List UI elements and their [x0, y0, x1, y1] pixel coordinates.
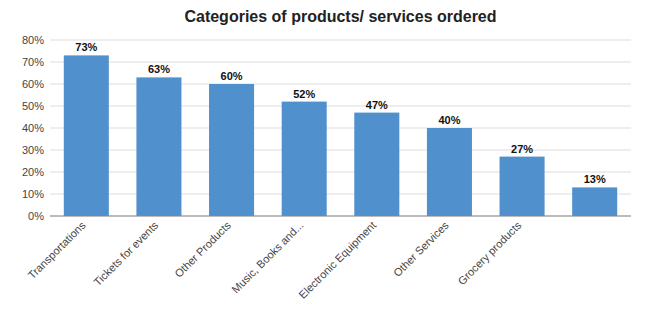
y-tick-label: 60%	[22, 78, 44, 90]
chart: Categories of products/ services ordered…	[0, 0, 645, 312]
x-axis-line	[50, 216, 631, 217]
data-label: 27%	[511, 143, 533, 155]
bar	[209, 84, 254, 216]
bar	[572, 187, 617, 216]
data-label: 13%	[584, 173, 606, 185]
x-tick-label: Tickets for events	[91, 219, 160, 288]
x-tick-label: Music, Books and...	[229, 219, 305, 295]
title: Categories of products/ services ordered	[184, 8, 496, 25]
x-tick-label: Other Services	[391, 219, 451, 279]
x-tick-label: Grocery products	[455, 219, 523, 287]
bar	[136, 77, 181, 216]
data-labels: 73% 63% 60% 52% 47% 40% 27% 13%	[75, 41, 606, 185]
y-tick-label: 50%	[22, 100, 44, 112]
data-label: 40%	[438, 114, 460, 126]
y-tick-label: 20%	[22, 166, 44, 178]
grid-line	[50, 62, 631, 63]
bars	[64, 55, 617, 216]
data-label: 47%	[366, 99, 388, 111]
data-label: 52%	[293, 88, 315, 100]
y-tick-label: 40%	[22, 122, 44, 134]
x-tick-label: Other Products	[172, 219, 233, 280]
y-tick-label: 80%	[22, 34, 44, 46]
bar	[282, 102, 327, 216]
y-axis: 0% 10% 20% 30% 40% 50% 60% 70% 80%	[22, 34, 631, 222]
x-tick-label: Electronic Equipment	[296, 219, 378, 301]
y-tick-label: 70%	[22, 56, 44, 68]
data-label: 63%	[148, 63, 170, 75]
y-tick-label: 10%	[22, 188, 44, 200]
bar	[500, 157, 545, 216]
grid-line	[50, 40, 631, 41]
data-label: 73%	[75, 41, 97, 53]
bar	[354, 113, 399, 216]
x-tick-label: Transportations	[25, 219, 88, 282]
bar	[64, 55, 109, 216]
data-label: 60%	[221, 70, 243, 82]
grid-line	[50, 216, 631, 217]
chart-container: Categories of products/ services ordered…	[0, 0, 645, 312]
y-tick-label: 30%	[22, 144, 44, 156]
y-tick-label: 0%	[28, 210, 44, 222]
x-axis: TransportationsTickets for eventsOther P…	[25, 219, 523, 301]
bar	[427, 128, 472, 216]
